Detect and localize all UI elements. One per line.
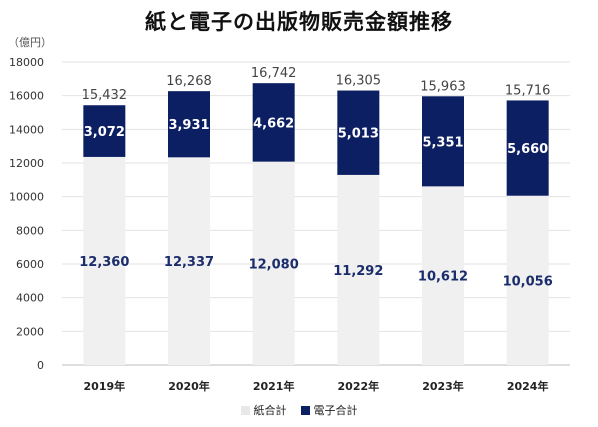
x-tick-label: 2020年: [168, 379, 210, 393]
data-label-digital: 5,660: [507, 142, 548, 157]
legend-swatch-digital: [300, 405, 310, 415]
data-label-paper: 11,292: [333, 264, 383, 279]
y-tick-label: 14000: [9, 123, 44, 136]
data-label-total: 16,268: [166, 74, 212, 89]
stacked-bar-chart: 0 2000 4000 6000 8000 10000 12000 14000 16000 180…: [9, 56, 570, 393]
bars: 12,360 3,072 15,432 12,337 3,931 16,268 12,080…: [79, 66, 553, 365]
gridlines: [62, 61, 570, 366]
data-label-digital: 3,931: [168, 118, 209, 133]
bar-paper: [422, 186, 464, 365]
x-tick-label: 2019年: [84, 379, 126, 393]
data-label-total: 15,963: [420, 79, 466, 94]
bar-digital: [83, 105, 126, 157]
y-tick-label: 18000: [9, 56, 44, 69]
data-label-paper: 12,360: [79, 255, 129, 270]
y-tick-label: 2000: [16, 325, 44, 338]
legend-item-digital: 電子合計: [300, 402, 358, 418]
legend-swatch-paper: [240, 405, 250, 415]
data-label-total: 15,716: [505, 83, 551, 98]
bar-paper: [252, 161, 295, 365]
legend-item-paper: 紙合計: [240, 402, 287, 418]
y-tick-label: 4000: [16, 292, 44, 305]
y-tick-label: 8000: [16, 224, 44, 237]
x-tick-label: 2022年: [338, 379, 380, 393]
bar-paper: [83, 156, 126, 365]
y-tick-label: 12000: [9, 157, 44, 170]
y-tick-label: 16000: [9, 90, 44, 103]
y-axis-unit-label: （億円）: [8, 36, 52, 49]
x-tick-label: 2023年: [422, 379, 464, 393]
data-label-total: 15,432: [82, 88, 128, 103]
legend-label-digital: 電子合計: [313, 404, 358, 417]
legend-label-paper: 紙合計: [253, 404, 287, 417]
chart-title: 紙と電子の出版物販売金額推移: [145, 10, 453, 34]
data-label-digital: 4,662: [253, 116, 294, 131]
data-label-total: 16,742: [251, 66, 297, 81]
y-tick-label: 10000: [9, 191, 44, 204]
bar-digital: [337, 90, 380, 175]
data-label-digital: 5,013: [338, 127, 379, 142]
y-tick-label: 6000: [16, 258, 44, 271]
y-axis-ticks: 0 2000 4000 6000 8000 10000 12000 14000 16000 180…: [9, 56, 44, 372]
bar-paper: [506, 195, 549, 365]
bar-paper: [337, 174, 380, 365]
x-axis-labels: 2019年 2020年 2021年 2022年 2023年 2024年: [84, 379, 549, 393]
x-tick-label: 2024年: [507, 379, 549, 393]
legend: 紙合計 電子合計: [0, 402, 598, 418]
data-label-total: 16,305: [336, 74, 382, 89]
data-label-paper: 12,337: [164, 255, 214, 270]
data-label-paper: 10,056: [503, 274, 553, 289]
bar-digital: [506, 100, 549, 196]
data-label-digital: 5,351: [422, 135, 463, 150]
data-label-paper: 10,612: [418, 270, 468, 285]
bar-paper: [168, 157, 210, 365]
data-label-digital: 3,072: [84, 125, 125, 140]
bar-digital: [422, 96, 464, 187]
bar-digital: [252, 83, 295, 162]
bar-digital: [168, 91, 210, 158]
x-tick-label: 2021年: [253, 379, 295, 393]
y-tick-label: 0: [37, 359, 44, 372]
data-label-paper: 12,080: [249, 257, 299, 272]
